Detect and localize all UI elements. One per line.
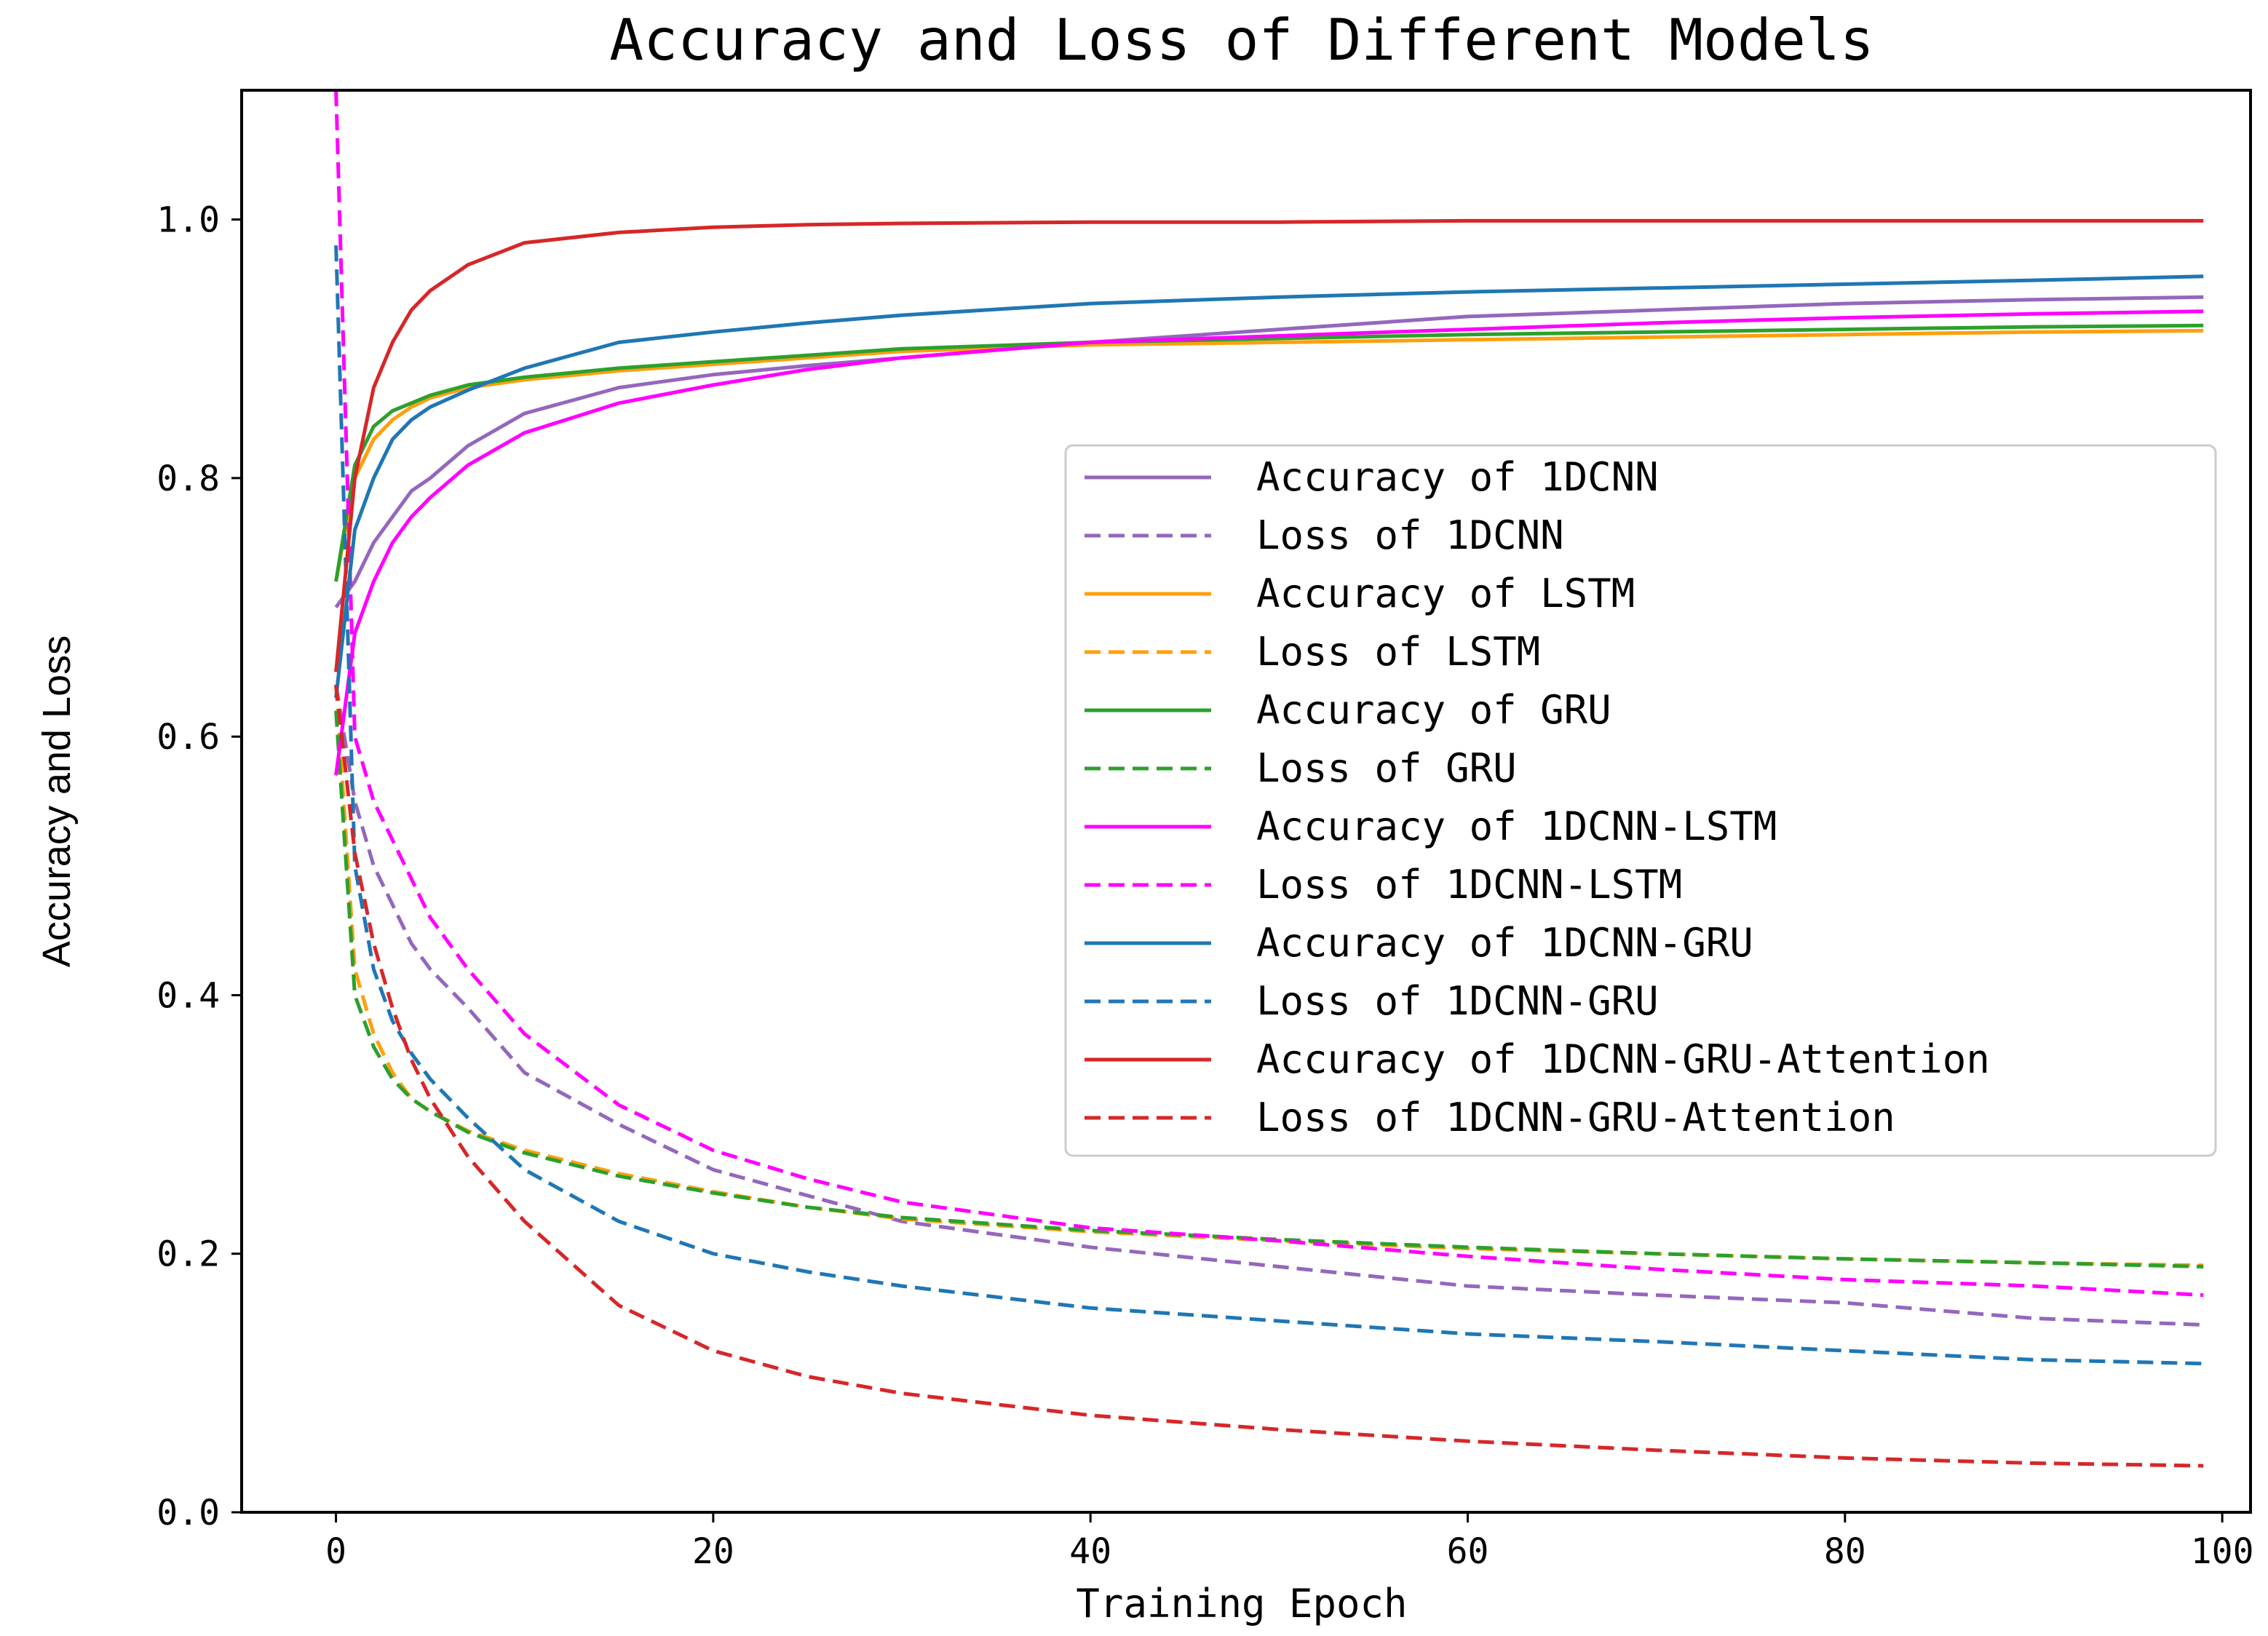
y-tick-label: 0.4 xyxy=(156,975,220,1016)
series-line-accuracy-of-1dcnn xyxy=(334,295,2204,608)
series-line-loss-of-1dcnn xyxy=(334,684,2204,1327)
series-line-accuracy-of-1dcnn-gru-attention xyxy=(334,218,2204,672)
legend-label-loss-of-1dcnn-lstm: Loss of 1DCNN-LSTM xyxy=(1256,862,1682,908)
y-tick-label: 0.2 xyxy=(156,1234,220,1275)
plot-area xyxy=(240,89,2252,1514)
plot-frame xyxy=(240,89,2252,1514)
legend-label-loss-of-gru: Loss of GRU xyxy=(1256,745,1517,791)
legend-label-accuracy-of-1dcnn: Accuracy of 1DCNN xyxy=(1256,454,1659,500)
x-tick-label: 100 xyxy=(2191,1531,2254,1572)
y-tick-label: 1.0 xyxy=(156,200,220,241)
legend-label-loss-of-1dcnn-gru: Loss of 1DCNN-GRU xyxy=(1256,978,1659,1024)
legend-label-accuracy-of-1dcnn-lstm: Accuracy of 1DCNN-LSTM xyxy=(1256,803,1777,849)
series-line-accuracy-of-lstm xyxy=(334,328,2204,582)
legend-label-accuracy-of-gru: Accuracy of GRU xyxy=(1256,687,1611,733)
legend-label-accuracy-of-lstm: Accuracy of LSTM xyxy=(1256,571,1635,616)
legend-label-loss-of-1dcnn-gru-attention: Loss of 1DCNN-GRU-Attention xyxy=(1256,1095,1895,1140)
y-tick-label: 0.0 xyxy=(156,1493,220,1533)
legend-box xyxy=(1064,444,2217,1157)
series-line-loss-of-1dcnn-lstm xyxy=(334,90,2204,1298)
x-tick-label: 20 xyxy=(692,1531,734,1572)
series-line-accuracy-of-gru xyxy=(334,323,2204,582)
series-line-loss-of-1dcnn-gru xyxy=(334,245,2204,1366)
legend-label-loss-of-lstm: Loss of LSTM xyxy=(1256,629,1540,675)
y-axis: 0.0 0.2 0.4 0.6 0.8 1.0 xyxy=(156,200,242,1533)
x-tick-label: 0 xyxy=(325,1531,346,1572)
legend-label-accuracy-of-1dcnn-gru-attention: Accuracy of 1DCNN-GRU-Attention xyxy=(1256,1036,1990,1082)
legend-label-accuracy-of-1dcnn-gru: Accuracy of 1DCNN-GRU xyxy=(1256,920,1753,966)
x-tick-label: 80 xyxy=(1824,1531,1866,1572)
legend-label-loss-of-1dcnn: Loss of 1DCNN xyxy=(1256,512,1564,558)
y-tick-label: 0.8 xyxy=(156,458,220,499)
chart-title: Accuracy and Loss of Different Models xyxy=(609,8,1874,74)
series-line-loss-of-1dcnn-gru-attention xyxy=(334,684,2204,1468)
series-line-loss-of-gru xyxy=(334,710,2204,1268)
series-line-accuracy-of-1dcnn-lstm xyxy=(334,309,2204,776)
x-axis: 0 20 40 60 80 100 xyxy=(325,1512,2253,1572)
legend: Accuracy of 1DCNN Loss of 1DCNN Accuracy o… xyxy=(1064,444,2217,1157)
x-tick-label: 60 xyxy=(1447,1531,1489,1572)
x-tick-label: 40 xyxy=(1069,1531,1111,1572)
series-line-accuracy-of-1dcnn-gru xyxy=(334,274,2204,699)
x-axis-label: Training Epoch xyxy=(1076,1581,1407,1627)
y-axis-label: Accuracy and Loss xyxy=(35,635,79,967)
series-layer xyxy=(334,90,2204,1468)
y-tick-label: 0.6 xyxy=(156,717,220,758)
